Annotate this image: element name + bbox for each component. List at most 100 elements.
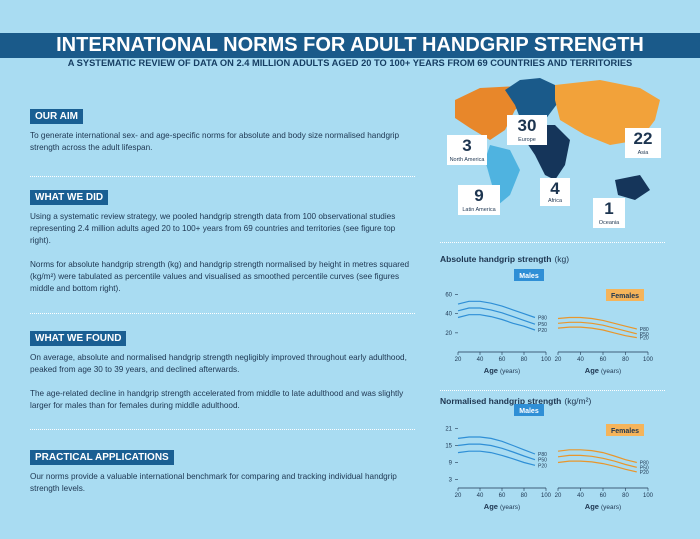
paragraph: Our norms provide a valuable internation…	[30, 472, 397, 493]
region-count: 9	[474, 186, 483, 205]
x-tick-label: 40	[577, 357, 584, 363]
region-box	[458, 185, 500, 215]
section: WHAT WE DID Using a systematic review str…	[30, 187, 415, 307]
y-tick-label: 3	[449, 478, 453, 484]
y-tick-label: 40	[445, 312, 452, 318]
x-tick-label: 40	[477, 493, 484, 499]
region-count: 30	[518, 116, 537, 135]
separator	[440, 390, 665, 391]
series-label: P50	[640, 465, 649, 471]
series-label: P20	[640, 336, 649, 342]
section: PRACTICAL APPLICATIONS Our norms provide …	[30, 447, 415, 507]
section-heading: WHAT WE FOUND	[30, 331, 127, 346]
x-axis-label: Age (years)	[585, 502, 621, 511]
percentile-curve	[557, 460, 637, 473]
x-tick-label: 60	[499, 493, 506, 499]
percentile-curve	[457, 436, 536, 455]
panel-label-box	[514, 269, 544, 281]
chart-title: Absolute handgrip strength (kg)	[440, 254, 569, 264]
percentile-curve	[557, 326, 637, 339]
paragraph: The age-related decline in handgrip stre…	[30, 389, 404, 410]
series-label: P50	[538, 322, 547, 328]
x-tick-label: 40	[577, 493, 584, 499]
series-label: P20	[538, 463, 547, 469]
region-box	[507, 115, 547, 145]
panel-label: Males	[519, 273, 539, 280]
y-tick-label: 60	[445, 293, 452, 299]
panel-label: Males	[519, 408, 539, 415]
region-name: North America	[450, 157, 486, 163]
x-tick-label: 80	[622, 493, 629, 499]
x-tick-label: 20	[455, 357, 462, 363]
separator	[30, 313, 415, 314]
x-axis-unit: (years)	[601, 368, 621, 375]
chart-unit: (kg/m²)	[564, 396, 591, 406]
subtitle: A SYSTEMATIC REVIEW OF DATA ON 2.4 MILLI…	[67, 58, 633, 68]
panel-label: Females	[611, 293, 639, 300]
x-axis-label: Age (years)	[484, 502, 520, 511]
percentile-curve	[557, 454, 637, 468]
x-tick-label: 100	[541, 357, 552, 363]
panel-label-box	[606, 289, 644, 301]
paragraph: Using a systematic review strategy, we p…	[30, 212, 396, 245]
region-box	[593, 198, 625, 228]
chart-title-text: Absolute handgrip strength	[440, 254, 551, 264]
panel-label-box	[606, 424, 644, 436]
x-tick-label: 100	[643, 493, 654, 499]
region-name: Africa	[548, 198, 563, 204]
series-label: P80	[640, 327, 649, 333]
x-tick-label: 100	[643, 357, 654, 363]
percentile-curve	[457, 443, 536, 461]
x-tick-label: 20	[555, 357, 562, 363]
chart-title: Normalised handgrip strength (kg/m²)	[440, 396, 591, 406]
series-label: P50	[640, 332, 649, 338]
region-box	[540, 178, 570, 206]
panel-label-box	[514, 404, 544, 416]
x-tick-label: 100	[541, 493, 552, 499]
paragraph: On average, absolute and normalised hand…	[30, 353, 407, 374]
region-name: Latin America	[462, 207, 496, 213]
region-name: Asia	[638, 150, 650, 156]
x-axis-label-text: Age	[585, 366, 599, 375]
region-box	[625, 128, 661, 158]
x-axis-label-text: Age	[484, 366, 498, 375]
x-tick-label: 80	[521, 357, 528, 363]
x-tick-label: 60	[600, 493, 607, 499]
percentile-curve	[557, 449, 637, 464]
percentile-curve	[457, 450, 536, 466]
series-label: P80	[640, 461, 649, 467]
separator	[30, 176, 415, 177]
x-axis-unit: (years)	[500, 504, 520, 511]
title: INTERNATIONAL NORMS FOR ADULT HANDGRIP S…	[0, 33, 700, 58]
percentile-curve	[557, 321, 637, 335]
series-label: P80	[538, 316, 547, 322]
region-count: 4	[550, 179, 560, 198]
series-label: P80	[538, 452, 547, 458]
percentile-curve	[457, 314, 536, 331]
x-tick-label: 80	[622, 357, 629, 363]
x-axis-label: Age (years)	[484, 366, 520, 375]
x-axis-label-text: Age	[585, 502, 599, 511]
x-axis-unit: (years)	[601, 504, 621, 511]
y-tick-label: 15	[445, 444, 452, 450]
section: OUR AIM To generate international sex- an…	[30, 106, 415, 166]
chart-unit: (kg)	[554, 254, 569, 264]
section-heading: OUR AIM	[30, 109, 83, 124]
percentile-curve	[457, 300, 536, 319]
section-heading: PRACTICAL APPLICATIONS	[30, 450, 174, 465]
separator	[30, 429, 415, 430]
series-label: P50	[538, 458, 547, 464]
region-name: Europe	[518, 137, 536, 143]
percentile-curve	[457, 307, 536, 325]
x-axis-label: Age (years)	[585, 366, 621, 375]
y-tick-label: 9	[449, 461, 453, 467]
x-tick-label: 40	[477, 357, 484, 363]
chart-title-text: Normalised handgrip strength	[440, 396, 561, 406]
x-axis-label-text: Age	[484, 502, 498, 511]
region-count: 22	[634, 129, 653, 148]
region-name: Oceania	[599, 220, 620, 226]
paragraph: Norms for absolute handgrip strength (kg…	[30, 260, 410, 293]
region-box	[447, 135, 487, 165]
